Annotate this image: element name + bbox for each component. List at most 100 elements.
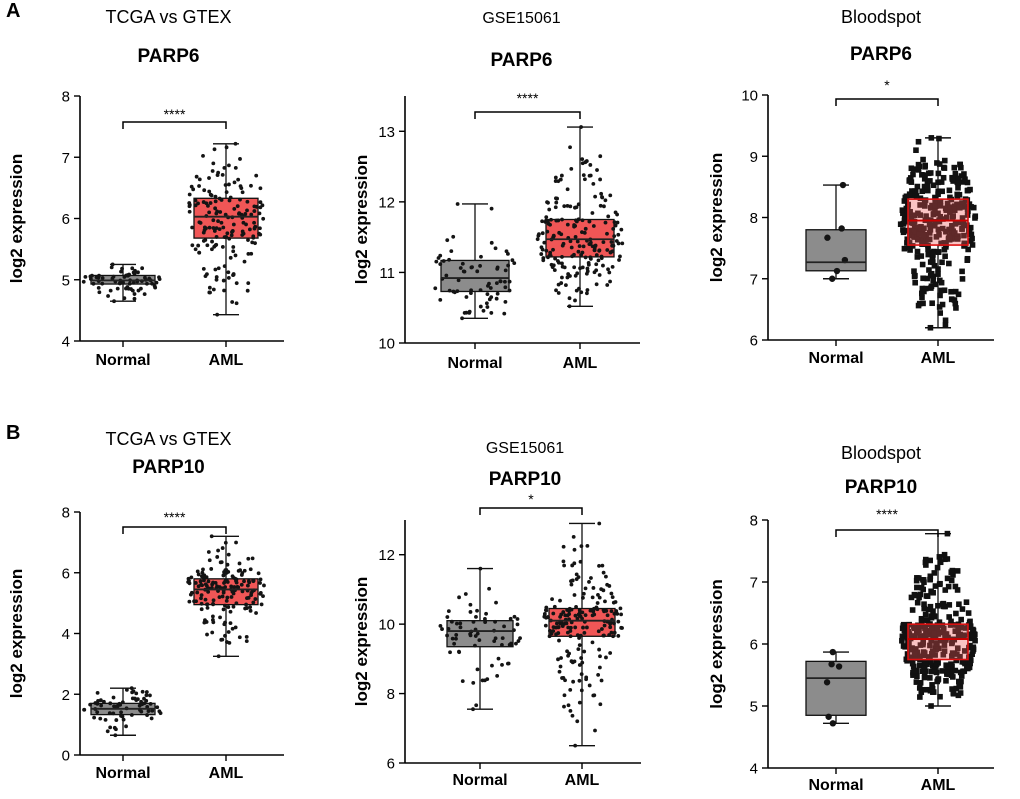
data-point (556, 657, 560, 662)
data-point (91, 281, 96, 286)
data-point (494, 600, 498, 605)
data-point (553, 205, 558, 210)
data-point (606, 267, 610, 272)
data-point (597, 248, 602, 253)
box-group-aml (542, 521, 624, 748)
data-point (940, 216, 946, 222)
data-point (544, 248, 549, 253)
data-point (197, 184, 201, 188)
data-point (467, 310, 472, 315)
data-point (231, 604, 236, 609)
significance-bracket (122, 526, 227, 534)
chart-subtitle: PARP6 (138, 46, 200, 67)
data-point (242, 579, 246, 584)
data-point (245, 606, 249, 610)
data-point (573, 273, 578, 278)
data-point (573, 235, 578, 239)
data-point (927, 178, 933, 184)
data-point (131, 280, 136, 285)
data-point (241, 220, 246, 225)
box-group-normal (82, 686, 163, 738)
data-point (963, 599, 970, 605)
data-point (552, 268, 557, 273)
data-point (554, 288, 558, 293)
data-point (205, 605, 210, 610)
data-point (596, 592, 600, 597)
data-point (250, 240, 255, 245)
data-point (927, 642, 933, 649)
data-point (575, 633, 580, 637)
data-point (250, 556, 255, 561)
data-point (226, 605, 231, 609)
data-point (577, 663, 582, 667)
data-point (557, 638, 561, 643)
data-point (937, 637, 944, 644)
data-point (590, 211, 595, 215)
data-point (475, 269, 480, 274)
data-point (503, 299, 508, 304)
data-point (206, 203, 210, 208)
data-point (202, 188, 207, 193)
data-point (591, 181, 596, 186)
data-point (253, 597, 258, 601)
data-point (502, 624, 506, 629)
y-tick-label: 8 (62, 505, 70, 522)
data-point (952, 170, 959, 177)
data-point (245, 583, 250, 588)
x-category-label: AML (921, 777, 956, 794)
data-point (612, 611, 617, 616)
data-point (220, 172, 225, 177)
data-point (607, 633, 612, 637)
data-point (572, 593, 577, 597)
data-point (145, 281, 149, 286)
data-point (585, 269, 590, 274)
data-point (932, 208, 938, 215)
data-point (951, 230, 958, 236)
data-point (594, 268, 599, 273)
data-point (562, 563, 567, 568)
data-point (220, 594, 225, 599)
data-point (507, 288, 512, 293)
data-point (480, 678, 485, 683)
data-point (95, 701, 100, 706)
data-point (189, 575, 194, 580)
data-point (914, 584, 920, 591)
data-point (578, 559, 583, 564)
data-point (571, 535, 576, 539)
data-point (246, 281, 251, 285)
data-point (446, 627, 451, 631)
data-point (112, 725, 117, 730)
data-point (936, 218, 943, 225)
data-point (248, 608, 253, 613)
data-point (468, 610, 473, 614)
data-point (604, 574, 608, 579)
data-point (234, 601, 239, 606)
data-point (127, 281, 132, 286)
data-point (965, 246, 971, 253)
data-point (487, 586, 491, 591)
data-point (228, 609, 233, 614)
chart-subtitle: PARP10 (845, 477, 918, 498)
data-point (924, 617, 931, 624)
data-point (957, 653, 963, 660)
data-point (249, 590, 254, 595)
data-point (556, 260, 561, 265)
data-point (958, 616, 964, 623)
data-point (233, 141, 238, 146)
data-point (577, 244, 582, 249)
data-point (503, 268, 508, 273)
data-point (922, 625, 928, 632)
data-point (958, 173, 965, 179)
data-point (611, 600, 616, 605)
data-point (554, 218, 559, 223)
data-point (916, 231, 922, 237)
data-point (593, 194, 598, 199)
data-point (229, 584, 234, 589)
significance-bracket (835, 98, 939, 106)
data-point (227, 182, 231, 187)
data-point (929, 257, 936, 264)
data-point (187, 201, 192, 205)
data-point (824, 234, 831, 241)
data-point (927, 576, 933, 583)
data-point (544, 605, 549, 610)
